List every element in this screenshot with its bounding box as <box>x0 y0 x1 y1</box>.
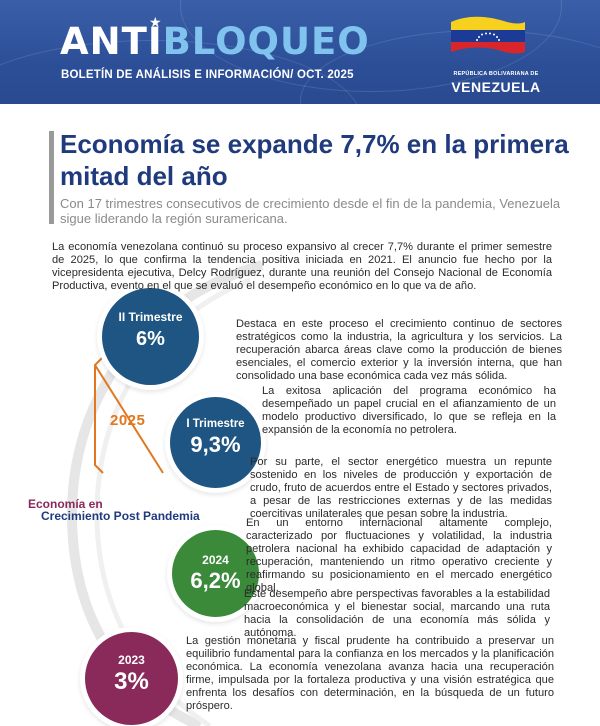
timeline-caption-line1: Economía en <box>28 497 103 511</box>
brand-logo-part2: BLOQUEO <box>162 20 370 63</box>
article-paragraph: Por su parte, el sector energético muest… <box>250 456 552 520</box>
article-subtitle: Con 17 trimestres consecutivos de crecim… <box>60 196 561 226</box>
timeline-circle-value: 3% <box>114 668 149 695</box>
brand-logo: ANTIBLOQUEO <box>60 20 370 63</box>
article-paragraph: Destaca en este proceso el crecimiento c… <box>236 318 562 382</box>
article-paragraph: La gestión monetaria y fiscal prudente h… <box>186 635 554 712</box>
title-accent-bar <box>49 131 54 224</box>
timeline-circle-label: 2023 <box>118 653 145 667</box>
timeline-circle-label: I Trimestre <box>186 418 245 430</box>
timeline-caption-line2: Crecimiento Post Pandemia <box>41 509 200 523</box>
header-banner: ANTIBLOQUEO ★ BOLETÍN DE ANÁLISIS E INFO… <box>0 0 600 104</box>
timeline-circle-q2: II Trimestre 6% <box>102 288 199 385</box>
article-title: Economía se expande 7,7% en la primera m… <box>60 129 569 191</box>
timeline-circle-2024: 2024 6,2% <box>172 530 259 617</box>
article-paragraph: La exitosa aplicación del programa econó… <box>262 385 556 436</box>
timeline-circle-label: 2024 <box>202 553 229 567</box>
republic-label: REPÚBLICA BOLIVARIANA DE <box>453 71 539 77</box>
article-paragraph: Este desempeño abre perspectivas favorab… <box>244 588 550 639</box>
year-bracket <box>94 356 164 474</box>
timeline-circle-value: 6% <box>136 328 165 350</box>
bulletin-label: BOLETÍN DE ANÁLISIS E INFORMACIÓN/ OCT. … <box>61 69 354 81</box>
country-label: VENEZUELA <box>451 79 541 95</box>
star-icon: ★ <box>149 14 162 30</box>
timeline-circle-value: 9,3% <box>190 432 241 457</box>
article-paragraph: En un entorno internacional altamente co… <box>246 517 552 594</box>
year-group-label: 2025 <box>110 412 146 429</box>
timeline-circle-value: 6,2% <box>190 568 241 593</box>
article-paragraph: La economía venezolana continuó su proce… <box>52 241 552 292</box>
timeline-circle-2023: 2023 3% <box>85 632 178 725</box>
brand-logo-part1: ANTI <box>60 20 163 63</box>
timeline-circle-label: II Trimestre <box>118 310 183 324</box>
venezuela-flag-icon <box>451 16 525 54</box>
timeline-circle-q1: I Trimestre 9,3% <box>170 397 261 488</box>
